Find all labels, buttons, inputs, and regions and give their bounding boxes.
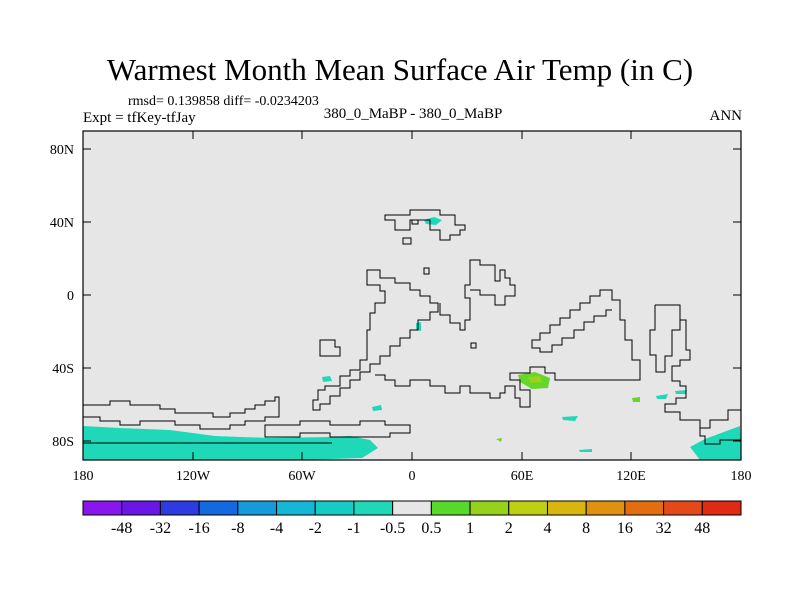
plot-title: Warmest Month Mean Surface Air Temp (in … [106, 52, 694, 87]
colorbar-swatch [237, 500, 278, 516]
coastline-islet [470, 342, 477, 349]
lon-tick-label: 180 [73, 469, 94, 484]
colorbar-swatch [430, 500, 471, 516]
case-label: 380_0_MaBP - 380_0_MaBP [323, 106, 503, 122]
lon-tick-label: 180 [731, 469, 752, 484]
colorbar-swatch [392, 500, 432, 516]
lon-tick-label: 120W [176, 469, 211, 484]
colorbar-label: -0.5 [380, 520, 405, 537]
colorbar-label: 16 [617, 520, 633, 537]
lat-tick-label: 80S [52, 435, 74, 450]
colorbar-label: 2 [505, 520, 513, 537]
colorbar-label: 0.5 [421, 520, 441, 537]
colorbar-label: 32 [656, 520, 672, 537]
colorbar-swatch [353, 500, 394, 516]
anomaly-negative-region [579, 449, 592, 452]
colorbar-label: 48 [694, 520, 710, 537]
anomaly-negative-region [372, 405, 382, 411]
coastline-eastern-landmass [649, 304, 741, 445]
colorbar-label: -2 [309, 520, 322, 537]
colorbar-swatch [314, 500, 355, 516]
anomaly-negative-region [424, 217, 442, 225]
anomaly-negative-region [675, 390, 687, 394]
anomaly-negative-region [690, 426, 741, 460]
lat-tick-label: 0 [67, 289, 74, 304]
lon-tick-label: 60W [288, 469, 316, 484]
colorbar-swatch [585, 500, 626, 516]
coastline-islet [402, 237, 412, 245]
coastline-islet [411, 219, 419, 225]
colorbar-label: -32 [150, 520, 171, 537]
colorbar-swatch [159, 500, 200, 516]
colorbar-swatch [276, 500, 316, 516]
coastline-antarctica [83, 396, 280, 430]
period-label: ANN [709, 108, 743, 124]
colorbar-label: 8 [582, 520, 590, 537]
coastline-ice-shelf [264, 420, 411, 438]
experiment-label: Expt = tfKey-tfJay [83, 110, 196, 126]
anomaly-positive-region [496, 438, 502, 442]
colorbar-swatch [469, 500, 510, 516]
map-ticks [82, 131, 742, 460]
colorbar-swatch [508, 500, 548, 516]
latitude-labels: 80N 40N 0 40S 80S [50, 143, 74, 450]
lat-tick-label: 40S [52, 362, 74, 377]
colorbar-label: 1 [466, 520, 474, 537]
anomaly-positive-region [528, 376, 542, 383]
colorbar-label: 4 [543, 520, 551, 537]
coastline-southern-continent [375, 289, 641, 408]
lat-tick-label: 80N [50, 143, 74, 158]
colorbar-swatch [121, 500, 161, 516]
anomaly-negative-region [322, 376, 332, 382]
colorbar-swatch [82, 500, 123, 516]
coastline-north-island [384, 209, 466, 241]
longitude-labels: 180 120W 60W 0 60E 120E 180 [73, 469, 752, 484]
lon-tick-label: 120E [616, 469, 646, 484]
coastlines [83, 209, 741, 445]
lon-tick-label: 0 [409, 469, 416, 484]
colorbar-swatch [624, 500, 665, 516]
colorbar-swatch [198, 500, 239, 516]
colorbar-label: -4 [270, 520, 283, 537]
coastline-islet [423, 267, 430, 275]
coastline-africa [439, 259, 516, 331]
anomaly-positive-region [632, 397, 640, 402]
colorbar-swatch [663, 500, 703, 516]
coastline-south-america [312, 269, 439, 411]
statistics-line: rmsd= 0.139858 diff= -0.0234203 [128, 94, 319, 109]
colorbar-labels: -48 -32 -16 -8 -4 -2 -1 -0.5 0.5 1 2 4 8… [111, 520, 710, 537]
colorbar-label: -1 [347, 520, 360, 537]
coastline-small-island [319, 339, 341, 357]
colorbar-label: -48 [111, 520, 132, 537]
colorbar-swatch [701, 500, 742, 516]
colorbar [82, 500, 742, 516]
lon-tick-label: 60E [511, 469, 534, 484]
anomaly-negative-region [562, 416, 578, 421]
map-background [83, 131, 741, 460]
colorbar-label: -8 [231, 520, 244, 537]
anomaly-negative-region [656, 394, 668, 399]
colorbar-swatch [546, 500, 587, 516]
colorbar-label: -16 [188, 520, 209, 537]
lat-tick-label: 40N [50, 216, 74, 231]
